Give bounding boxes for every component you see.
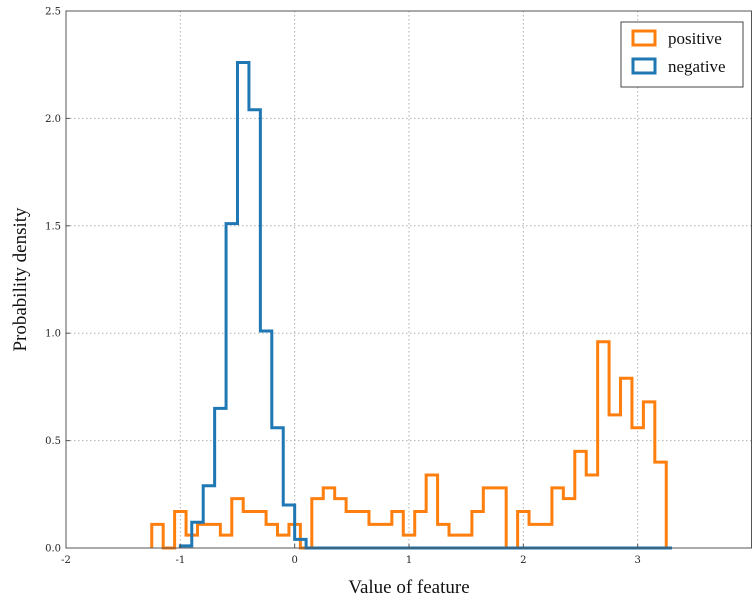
y-tick-label: 0.0 (45, 544, 61, 555)
y-tick-label: 2.5 (45, 7, 61, 18)
y-axis-ticks: 0.0 0.5 1.0 1.5 2.0 2.5 (45, 7, 70, 555)
series-negative-step-line (178, 61, 672, 550)
x-tick-label: 3 (634, 555, 640, 566)
x-tick-label: -2 (61, 555, 71, 566)
legend-label-negative: negative (668, 57, 726, 76)
x-axis-ticks: -2 -1 0 1 2 3 (61, 544, 641, 566)
legend-box (620, 21, 744, 88)
series-positive-step-line (150, 340, 668, 550)
y-tick-label: 1.0 (45, 329, 61, 340)
y-tick-label: 0.5 (45, 436, 61, 447)
y-axis-label: Probability density (10, 207, 31, 352)
legend-swatch-negative (631, 57, 657, 75)
x-tick-label: -1 (175, 555, 185, 566)
y-tick-label: 2.0 (45, 114, 61, 125)
legend-swatch-positive (631, 29, 657, 47)
x-tick-label: 2 (520, 555, 526, 566)
legend: positive negative (620, 21, 744, 88)
x-tick-label: 0 (291, 555, 297, 566)
series-layer (150, 61, 672, 550)
legend-label-positive: positive (668, 29, 722, 48)
x-axis-label: Value of feature (348, 577, 469, 598)
grid-lines (66, 11, 752, 548)
x-tick-label: 1 (406, 555, 412, 566)
y-tick-label: 1.5 (45, 221, 61, 232)
